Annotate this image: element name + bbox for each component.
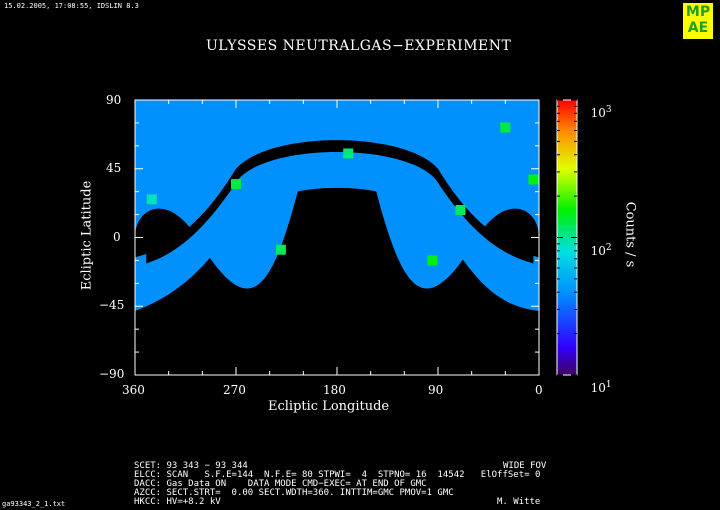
hotspot-cell-1 [343, 148, 354, 159]
colorbar-tick-1000: 103 [583, 91, 612, 120]
y-tick-45: 45 [106, 161, 122, 175]
footer-fov: WIDE FOV [503, 461, 547, 471]
colorbar-tick-100-base: 10 [590, 244, 606, 258]
y-axis-label: Ecliptic Latitude [79, 180, 95, 291]
hotspot-cell-6 [231, 179, 241, 190]
colorbar-tick-10: 101 [583, 366, 612, 395]
hotspot-cell-3 [455, 205, 466, 215]
timestamp: 15.02.2005, 17:08:55, IDSLIN 8.3 [4, 2, 139, 10]
footer-author: M. Witte [497, 497, 541, 507]
x-tick-90: 90 [428, 383, 444, 397]
colorbar-tick-10-exp: 1 [605, 380, 612, 390]
sky-coverage-upper [135, 100, 539, 289]
footer-filename: ga93343_2_1.txt [2, 500, 66, 508]
y-tick-neg45: −45 [99, 298, 125, 312]
y-tick-90: 90 [106, 93, 122, 107]
coverage-gap [146, 140, 534, 264]
hotspot-cell-0 [275, 244, 286, 255]
x-tick-270: 270 [223, 383, 246, 397]
hotspot-cell-4 [500, 122, 511, 133]
footer-elcc: ELCC: SCAN S.F.E=144 N.F.E= 80 STPWI= 4 … [134, 470, 541, 480]
mpae-logo: MP AE [683, 3, 713, 39]
colorbar-tick-1000-exp: 3 [605, 105, 612, 115]
y-tick-0: 0 [113, 230, 121, 244]
footer-azcc: AZCC: SECT.STRT= 0.00 SECT.WDTH=360. INT… [134, 488, 454, 498]
hotspot-cell-7 [528, 174, 539, 185]
logo-line-1: MP [685, 4, 711, 20]
hotspot-cell-2 [427, 255, 438, 266]
colorbar-label: Counts / s [622, 201, 638, 268]
colorbar-tick-100: 102 [583, 229, 612, 258]
chart-title: ULYSSES NEUTRALGAS−EXPERIMENT [206, 38, 512, 54]
sky-coverage-band [135, 137, 539, 311]
colorbar-tick-1000-base: 10 [590, 106, 606, 120]
footer-scet: SCET: 93 343 − 93 344 [134, 461, 248, 471]
y-tick-neg90: −90 [99, 367, 125, 381]
x-tick-0: 0 [535, 383, 543, 397]
footer-dacc: DACC: Gas Data ON DATA MODE CMD−EXEC= AT… [134, 479, 427, 489]
hotspot-cell-5 [146, 194, 157, 205]
x-axis-label: Ecliptic Longitude [268, 399, 390, 414]
colorbar-tick-100-exp: 2 [605, 243, 612, 253]
footer-hkcc: HKCC: HV=+8.2 kV [134, 497, 221, 507]
colorbar-tick-10-base: 10 [590, 381, 606, 395]
logo-line-2: AE [687, 20, 709, 36]
x-tick-180: 180 [323, 383, 346, 397]
x-tick-360: 360 [122, 383, 145, 397]
